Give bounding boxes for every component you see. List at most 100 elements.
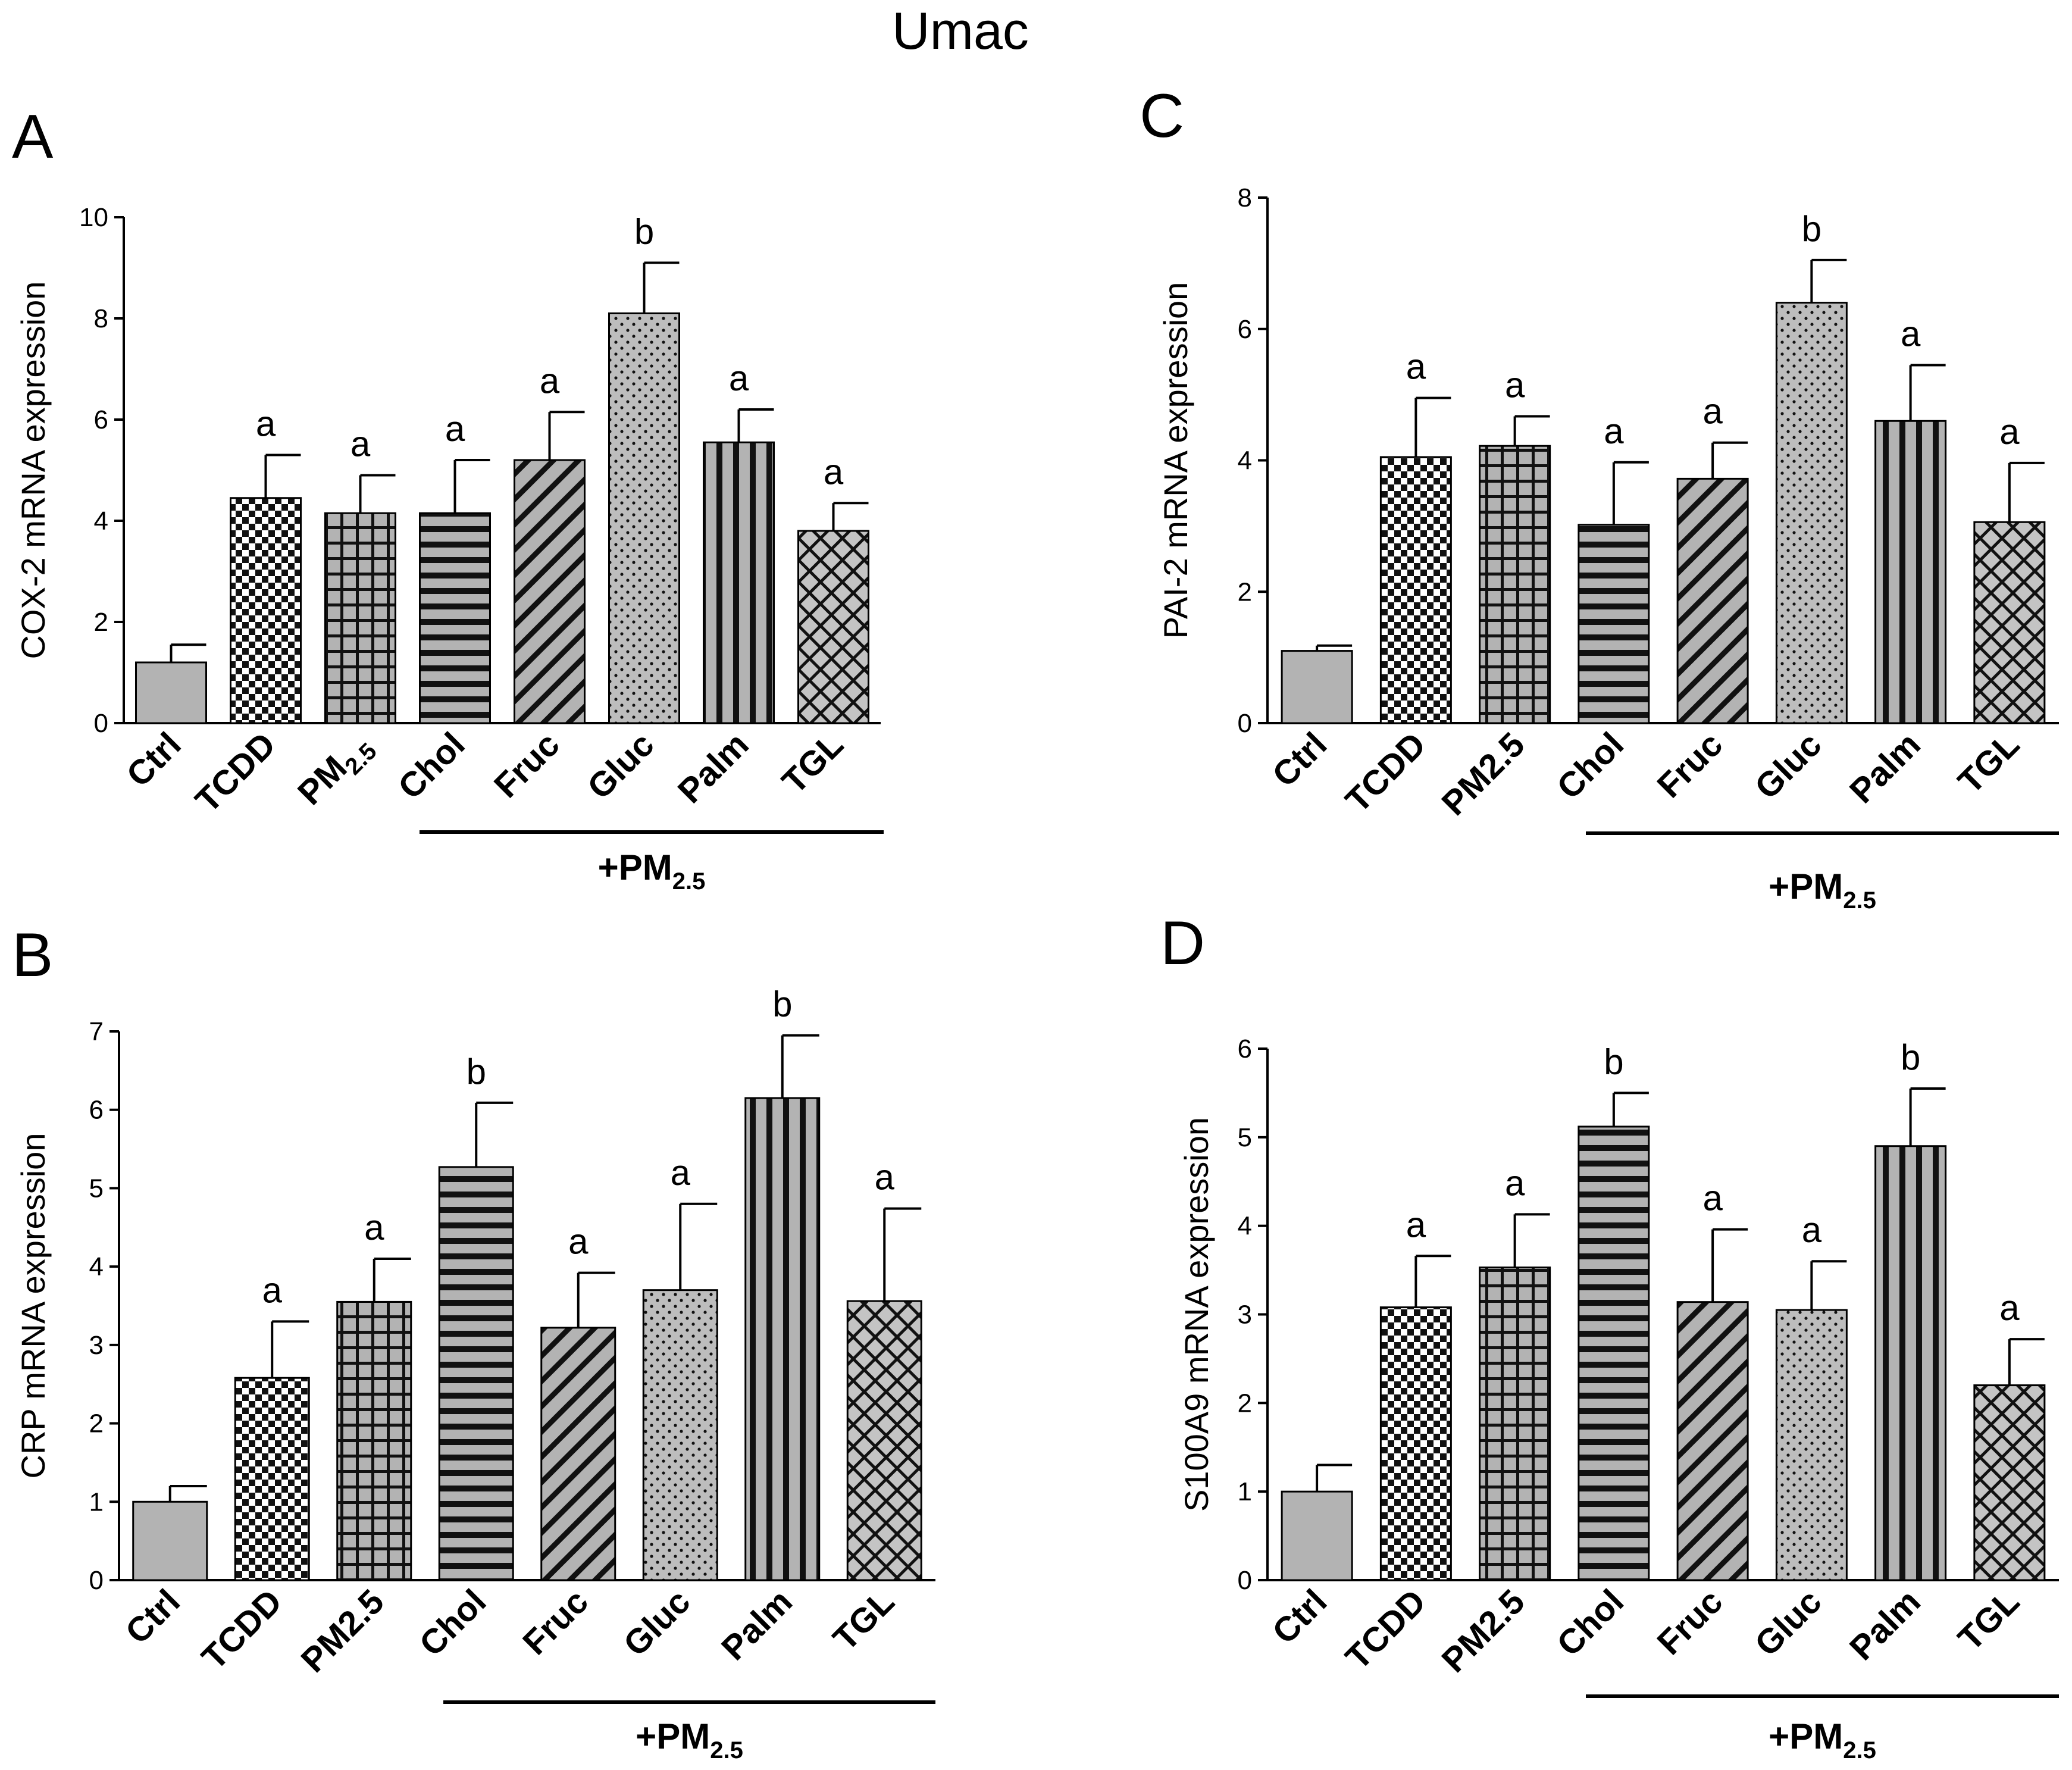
y-tick-label: 4 <box>1238 1212 1252 1241</box>
significance-label: b <box>772 984 792 1024</box>
bar-tgl <box>846 1300 922 1581</box>
figure-title: Umac <box>892 1 1029 60</box>
bar-ctrl <box>1281 1490 1353 1581</box>
category-label: Chol <box>1550 1582 1631 1663</box>
significance-label: a <box>824 452 844 492</box>
category-label: Fruc <box>1650 1582 1730 1662</box>
bar-chol <box>419 512 491 724</box>
y-tick-label: 1 <box>89 1487 104 1516</box>
category-label: Chol <box>1550 725 1631 806</box>
category-label: Gluc <box>616 1582 697 1663</box>
significance-label: a <box>1999 412 2020 452</box>
y-tick-label: 6 <box>1238 315 1252 344</box>
category-label: Palm <box>1842 725 1928 811</box>
y-tick-label: 8 <box>1238 183 1252 212</box>
y-axis-label: PAI-2 mRNA expression <box>1157 282 1194 639</box>
significance-label: b <box>634 212 654 252</box>
bar-fruc <box>514 459 586 724</box>
y-axis-label: COX-2 mRNA expression <box>14 282 52 659</box>
group-label: +PM2.5 <box>636 1716 743 1763</box>
bar-tcdd <box>1379 456 1452 724</box>
bar-palm <box>744 1097 821 1581</box>
y-tick-label: 0 <box>1238 709 1252 738</box>
y-tick-label: 0 <box>89 1566 104 1595</box>
bar-palm <box>1874 420 1947 724</box>
category-label: TGL <box>825 1582 902 1658</box>
bar-pm <box>324 512 396 724</box>
category-label: PM2.5 <box>1434 725 1532 823</box>
category-label: Ctrl <box>118 1582 187 1652</box>
bar-gluc <box>608 312 680 724</box>
category-label: Fruc <box>515 1582 596 1662</box>
y-tick-label: 3 <box>1238 1300 1252 1330</box>
bar-tcdd <box>234 1377 310 1581</box>
significance-label: a <box>364 1208 384 1247</box>
y-tick-label: 2 <box>94 608 108 637</box>
group-label: +PM2.5 <box>1769 1716 1876 1763</box>
category-label: PM2.5 <box>1434 1582 1532 1680</box>
y-tick-label: 8 <box>94 304 108 333</box>
y-tick-label: 6 <box>89 1096 104 1125</box>
category-label: Gluc <box>1747 725 1829 806</box>
category-label: Gluc <box>580 725 662 806</box>
bar-fruc <box>1676 477 1749 724</box>
significance-label: b <box>467 1052 486 1092</box>
bar-palm <box>703 441 775 724</box>
category-label: Chol <box>412 1582 493 1663</box>
significance-label: a <box>445 409 465 449</box>
y-tick-label: 7 <box>89 1017 104 1046</box>
bar-palm <box>1874 1145 1947 1581</box>
y-tick-label: 10 <box>79 203 108 232</box>
category-label: Ctrl <box>1265 1582 1335 1652</box>
significance-label: a <box>875 1158 895 1197</box>
significance-label: a <box>1702 392 1723 431</box>
bar-gluc <box>1775 302 1848 724</box>
bar-tgl <box>1973 1384 2046 1581</box>
y-tick-label: 6 <box>1238 1034 1252 1064</box>
significance-label: b <box>1604 1042 1623 1081</box>
category-label: Gluc <box>1747 1582 1829 1663</box>
significance-label: a <box>729 358 749 398</box>
panel-label: D <box>1160 909 1205 978</box>
significance-label: a <box>1802 1210 1822 1250</box>
bar-tcdd <box>230 497 302 724</box>
significance-label: a <box>256 404 276 444</box>
category-label: TGL <box>1951 1582 2027 1658</box>
category-label: TCDD <box>1338 1582 1434 1677</box>
category-label: TGL <box>1951 725 2027 801</box>
significance-label: a <box>1604 411 1624 451</box>
y-tick-label: 4 <box>1238 446 1252 476</box>
panel-label: C <box>1140 82 1184 151</box>
category-label: PM2.5 <box>290 725 382 817</box>
y-tick-label: 5 <box>89 1174 104 1203</box>
significance-label: a <box>262 1270 283 1310</box>
y-tick-label: 1 <box>1238 1477 1252 1506</box>
y-axis-label: S100A9 mRNA expression <box>1178 1117 1215 1512</box>
bar-chol <box>1578 1125 1650 1581</box>
bar-chol <box>1578 524 1650 724</box>
panel-d: D 0 1 2 3 4 5 6 S100A9 mRNA expression Ctrl a TCDD a… <box>1160 909 2059 1763</box>
significance-label: a <box>671 1153 691 1193</box>
category-label: Chol <box>391 725 472 806</box>
significance-label: a <box>1702 1178 1723 1218</box>
bar-gluc <box>642 1289 718 1581</box>
y-tick-label: 3 <box>89 1331 104 1360</box>
y-tick-label: 0 <box>1238 1566 1252 1595</box>
category-label: Palm <box>714 1582 800 1668</box>
y-tick-label: 2 <box>1238 1389 1252 1418</box>
significance-label: a <box>540 361 560 401</box>
panel-c: C 0 2 4 6 8 PAI-2 mRNA expression Ctrl a TCDD a PM2… <box>1140 82 2059 914</box>
y-tick-label: 2 <box>89 1409 104 1438</box>
significance-label: a <box>1505 365 1525 405</box>
y-tick-label: 4 <box>89 1252 104 1281</box>
panel-label: A <box>12 102 54 171</box>
significance-label: a <box>1406 347 1426 387</box>
bar-pm25 <box>336 1300 412 1581</box>
significance-label: b <box>1802 209 1821 249</box>
y-tick-label: 5 <box>1238 1123 1252 1152</box>
bar-tgl <box>797 530 869 724</box>
bar-ctrl <box>135 661 207 724</box>
bar-fruc <box>540 1327 616 1581</box>
